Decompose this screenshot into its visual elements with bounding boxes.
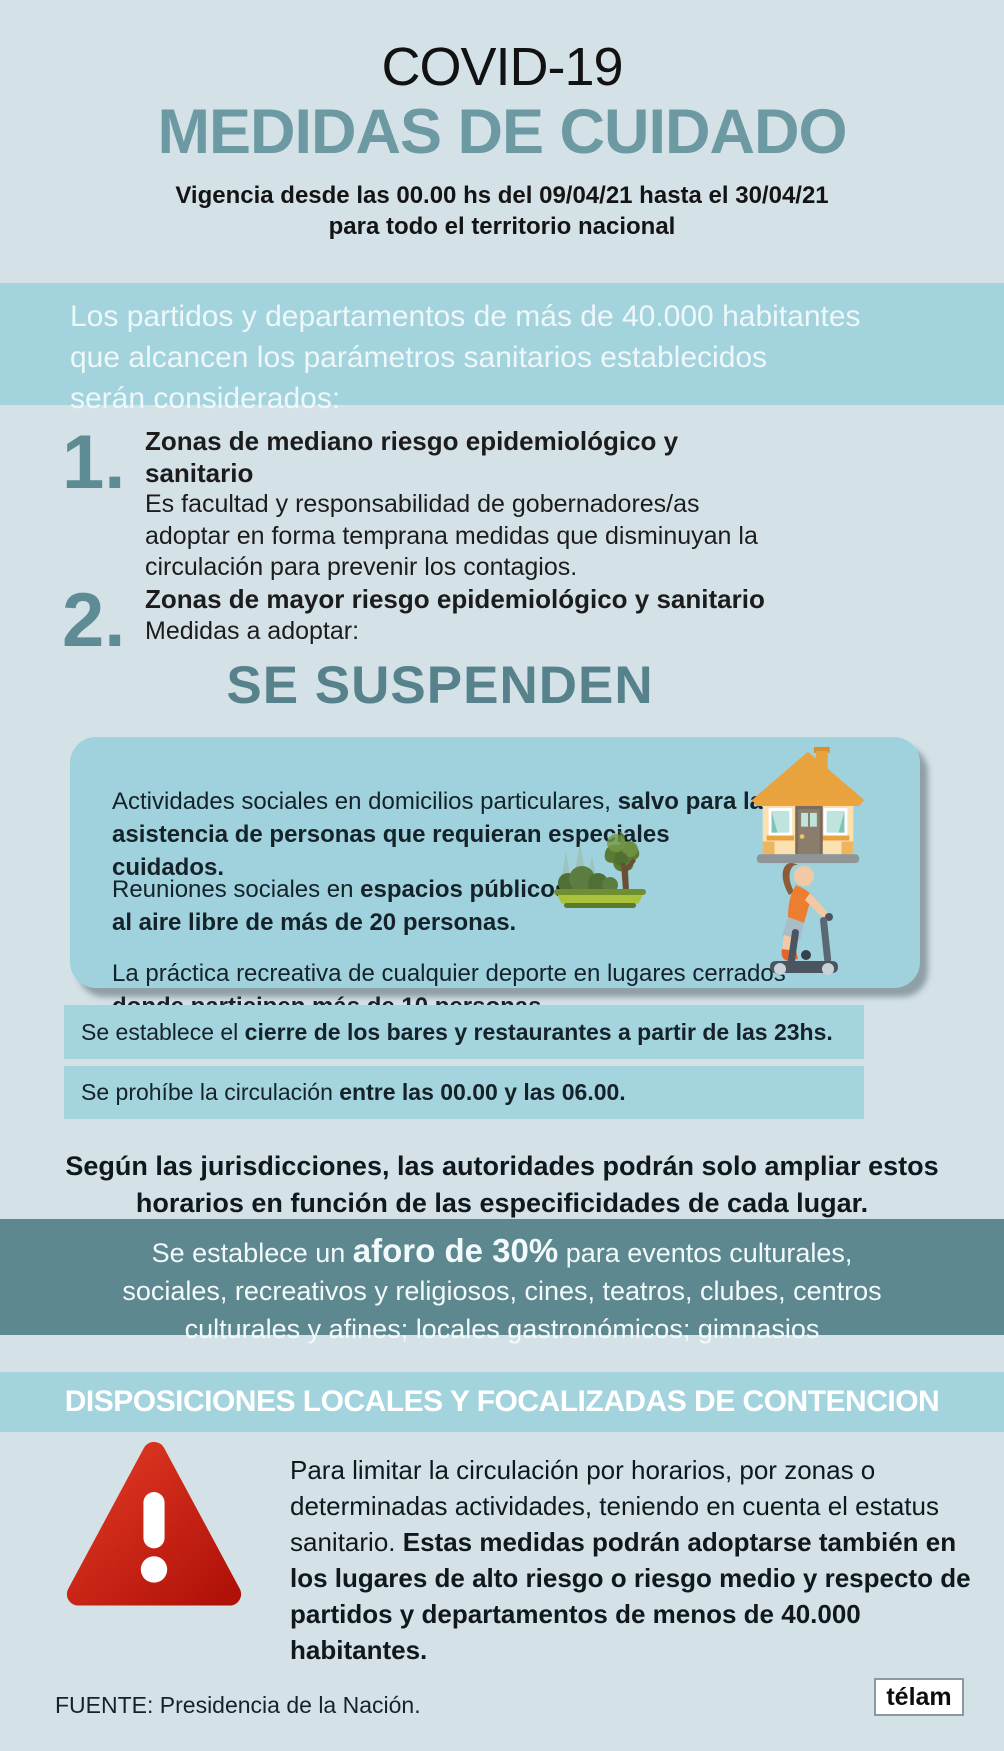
warning-text: Para limitar la circulación por horarios… [290, 1452, 990, 1668]
circulation-ban-strip: Se prohíbe la circulación entre las 00.0… [64, 1066, 864, 1119]
circulation-ban-bold: entre las 00.00 y las 06.00. [339, 1079, 626, 1105]
telam-logo-text: télam [886, 1682, 952, 1711]
suspended-item-1-bold: salvo para la asistencia de personas que… [112, 788, 763, 881]
local-dispositions-title: DISPOSICIONES LOCALES Y FOCALIZADAS DE C… [64, 1385, 940, 1418]
suspended-item-1: Actividades sociales en domicilios parti… [112, 785, 772, 884]
capacity-banner-text: Se establece un aforo de 30% para evento… [0, 1219, 1004, 1348]
suspended-heading: SE SUSPENDEN [226, 656, 654, 715]
suspended-item-3-text: La práctica recreativa de cualquier depo… [112, 960, 786, 987]
intro-line-2: que alcancen los parámetros sanitarios e… [70, 341, 768, 374]
exercise-bike-icon [770, 863, 838, 975]
suspended-item-2: Reuniones sociales en espacios públicos … [112, 873, 572, 939]
bars-closure-bold: cierre de los bares y restaurantes a par… [244, 1018, 833, 1045]
suspended-item-1-text: Actividades sociales en domicilios parti… [112, 788, 618, 815]
capacity-banner: Se establece un aforo de 30% para evento… [0, 1219, 1004, 1344]
intro-banner-text: Los partidos y departamentos de más de 4… [0, 283, 1004, 419]
intro-banner: Los partidos y departamentos de más de 4… [0, 283, 1004, 415]
validity-line-2: para todo el territorio nacional [328, 213, 676, 240]
zone-title-1: Zonas de mediano riesgo epidemiológico y… [145, 426, 679, 488]
warning-bold: Estas medidas podrán adoptarse también e… [290, 1527, 971, 1665]
source-note: FUENTE: Presidencia de la Nación. [55, 1692, 421, 1718]
suspended-box: Actividades sociales en domicilios parti… [70, 737, 920, 1020]
covid-title: COVID-19 [381, 37, 623, 97]
suspended-item-2-text: Reuniones sociales en [112, 876, 361, 903]
local-dispositions-header: DISPOSICIONES LOCALES Y FOCALIZADAS DE C… [0, 1372, 1004, 1432]
intro-line-3: serán considerados: [70, 382, 341, 415]
bars-closure-strip: Se establece el cierre de los bares y re… [64, 1005, 864, 1059]
zone-title-2: Zonas de mayor riesgo epidemiológico y s… [145, 584, 765, 614]
capacity-post: para eventos culturales, sociales, recre… [122, 1238, 882, 1344]
zone-number-2: 2. [62, 578, 126, 663]
circulation-ban-text: Se prohíbe la circulación entre las 00.0… [81, 1079, 626, 1106]
warning-pre: Para limitar la circulación por horarios… [290, 1455, 939, 1557]
validity-line-1: Vigencia desde las 00.00 hs del 09/04/21… [175, 182, 829, 209]
house-icon [751, 746, 865, 864]
zone-body-1: Es facultad y responsabilidad de goberna… [145, 490, 758, 581]
capacity-highlight: aforo de 30% [352, 1232, 559, 1269]
park-icon [554, 831, 646, 908]
telam-logo: télam [874, 1678, 964, 1716]
bars-closure-pre: Se establece el [81, 1018, 245, 1045]
circulation-ban-pre: Se prohíbe la circulación [81, 1079, 340, 1105]
suspended-item-2-bold: espacios públicos al aire libre de más d… [112, 876, 569, 936]
intro-line-1: Los partidos y departamentos de más de 4… [70, 300, 861, 333]
zone-item-2: Zonas de mayor riesgo epidemiológico y s… [145, 584, 785, 647]
validity-text: Vigencia desde las 00.00 hs del 09/04/21… [0, 180, 1004, 242]
zone-number-1: 1. [62, 420, 126, 505]
zone-body-2: Medidas a adoptar: [145, 616, 360, 645]
zone-item-1: Zonas de mediano riesgo epidemiológico y… [145, 426, 785, 584]
bars-closure-text: Se establece el cierre de los bares y re… [81, 1019, 833, 1046]
jurisdictions-note: Según las jurisdicciones, las autoridade… [65, 1151, 939, 1218]
capacity-pre: Se establece un [151, 1238, 353, 1268]
alert-triangle-icon [66, 1441, 242, 1606]
page-title: MEDIDAS DE CUIDADO [157, 97, 847, 167]
